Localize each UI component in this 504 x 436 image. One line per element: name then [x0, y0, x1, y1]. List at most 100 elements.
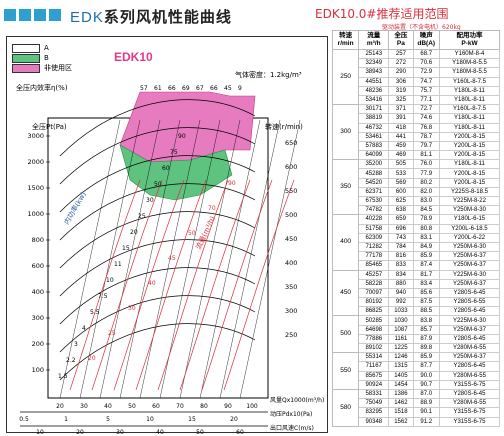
- table-cell: 71167: [358, 361, 390, 372]
- table-cell: 940: [388, 287, 414, 299]
- table-cell: Y180L-8-11: [438, 85, 501, 96]
- table-cell: 62309: [358, 232, 390, 243]
- table-cell: 272: [388, 58, 414, 69]
- table-cell: 319: [388, 85, 414, 96]
- speed-cell: 300: [331, 104, 360, 161]
- table-cell: Y200L-6-22: [438, 232, 501, 243]
- table-row: 57883 459 79.7 Y200L-8-15: [333, 140, 501, 152]
- table-cell: Y250M-6-37: [438, 278, 501, 289]
- table-cell: 85675: [358, 370, 390, 381]
- table-cell: 81.1: [412, 150, 440, 161]
- table-cell: 62371: [358, 186, 390, 198]
- table-cell: 569: [388, 177, 414, 188]
- speed-cell: 550: [331, 352, 360, 390]
- table-cell: Y280S-6-45: [438, 361, 501, 372]
- table-cell: 257: [388, 48, 414, 60]
- table-cell: 816: [388, 251, 414, 262]
- table-cell: 1405: [388, 370, 414, 381]
- table-cell: 45257: [358, 269, 390, 280]
- table-cell: 91.2: [412, 416, 440, 427]
- table-cell: Y280S-6-55: [438, 297, 501, 308]
- table-row: 53461 441 78.7 Y200L-8-15: [333, 131, 501, 142]
- table-cell: 77.9: [412, 168, 440, 179]
- table-cell: 64698: [358, 324, 390, 335]
- table-cell: 46732: [358, 122, 390, 133]
- table-cell: Y250M-6-37: [438, 324, 501, 335]
- table-cell: 90.7: [412, 379, 440, 390]
- table-cell: Y180L-8-11: [438, 159, 501, 170]
- table-cell: 54520: [358, 177, 390, 188]
- table-cell: Y160L-8-7.5: [438, 104, 501, 115]
- table-cell: 1518: [388, 407, 414, 418]
- table-cell: 89102: [358, 342, 390, 354]
- table-cell: 82.0: [412, 186, 440, 198]
- table-header-row: 转速 r/min 流量 m³/h 全压 Pa 噪声 dB(A) 配用功率 P-kW: [331, 30, 501, 50]
- table-cell: 90348: [358, 416, 390, 427]
- table-cell: 87.7: [412, 361, 440, 372]
- table-row: 51758 696 80.8 Y200L-6-18.5: [333, 223, 501, 234]
- recommendation-table-wrap: 转速 r/min 流量 m³/h 全压 Pa 噪声 dB(A) 配用功率 P-kW 250 2514…: [331, 30, 501, 427]
- table-row: 90348 1562 91.2 Y315S-6-75: [333, 416, 501, 427]
- table-cell: 55314: [358, 352, 390, 363]
- table-cell: 1246: [388, 352, 414, 363]
- table-cell: 74782: [358, 205, 390, 216]
- table-row: 250 25143 257 68.7 Y160M-8-4: [331, 48, 501, 106]
- table-cell: Y250M-6-37: [438, 260, 501, 271]
- table-cell: 992: [388, 297, 414, 308]
- table-cell: Y225S-8-18.5: [438, 186, 501, 198]
- table-cell: 84.9: [412, 241, 440, 253]
- table-cell: 1315: [388, 361, 414, 372]
- table-cell: 53461: [358, 131, 390, 142]
- table-row: 54520 569 80.2 Y200L-8-15: [333, 177, 501, 188]
- table-cell: 78.7: [412, 131, 440, 142]
- legend-swatch: [12, 43, 40, 53]
- table-cell: 77178: [358, 251, 390, 262]
- table-cell: 459: [388, 140, 414, 152]
- table-row: 62309 743 83.1 Y200L-6-22: [333, 232, 501, 243]
- table-cell: Y180L-8-11: [438, 94, 501, 106]
- table-cell: 74.6: [412, 113, 440, 124]
- table-cell: 696: [388, 223, 414, 234]
- legend-item-b: B: [12, 53, 72, 63]
- table-cell: 325: [388, 94, 414, 106]
- speed-cell: 500: [331, 315, 360, 354]
- table-cell: 70.6: [412, 58, 440, 69]
- table-cell: 40228: [358, 214, 390, 225]
- table-cell: 78.9: [412, 214, 440, 225]
- table-row: 64099 469 81.1 Y200L-8-15: [333, 150, 501, 161]
- table-cell: 83.1: [412, 232, 440, 243]
- table-cell: 290: [388, 67, 414, 78]
- column-header: 噪声 dB(A): [412, 30, 440, 50]
- table-cell: 38819: [358, 113, 390, 124]
- table-cell: Y200L-8-15: [438, 131, 501, 142]
- table-cell: Y180L-6-15: [438, 214, 501, 225]
- table-cell: Y315S-6-75: [438, 416, 501, 427]
- table-cell: 79.7: [412, 140, 440, 152]
- table-cell: 58228: [358, 278, 390, 289]
- blue-square-icon: [49, 9, 61, 21]
- table-cell: 51758: [358, 223, 390, 234]
- table-cell: Y225M-6-30: [438, 315, 501, 326]
- table-title: EDK10.0#推荐适用范围: [315, 7, 449, 21]
- table-cell: 64099: [358, 150, 390, 161]
- table-cell: Y250M-6-30: [438, 241, 501, 253]
- table-cell: 834: [388, 269, 414, 280]
- table-cell: Y180M-8-5.5: [438, 67, 501, 78]
- chart-legend: A B 非使用区: [12, 43, 72, 73]
- table-cell: 35200: [358, 159, 390, 170]
- table-cell: 85.7: [412, 324, 440, 335]
- table-cell: 371: [388, 104, 414, 115]
- table-cell: 85465: [358, 260, 390, 271]
- table-cell: 743: [388, 232, 414, 243]
- table-cell: Y225M-6-30: [438, 269, 501, 280]
- column-header: 流量 m³/h: [358, 30, 390, 50]
- table-cell: 89.8: [412, 342, 440, 354]
- table-cell: 306: [388, 76, 414, 87]
- table-cell: Y180L-8-11: [438, 122, 501, 133]
- table-cell: 84.5: [412, 205, 440, 216]
- table-cell: 44551: [358, 76, 390, 87]
- table-cell: 880: [388, 278, 414, 289]
- table-cell: Y250M-6-37: [438, 251, 501, 262]
- table-row: 300 30171 371 72.7 Y160L-8-7.5: [331, 104, 501, 161]
- table-cell: 85.9: [412, 352, 440, 363]
